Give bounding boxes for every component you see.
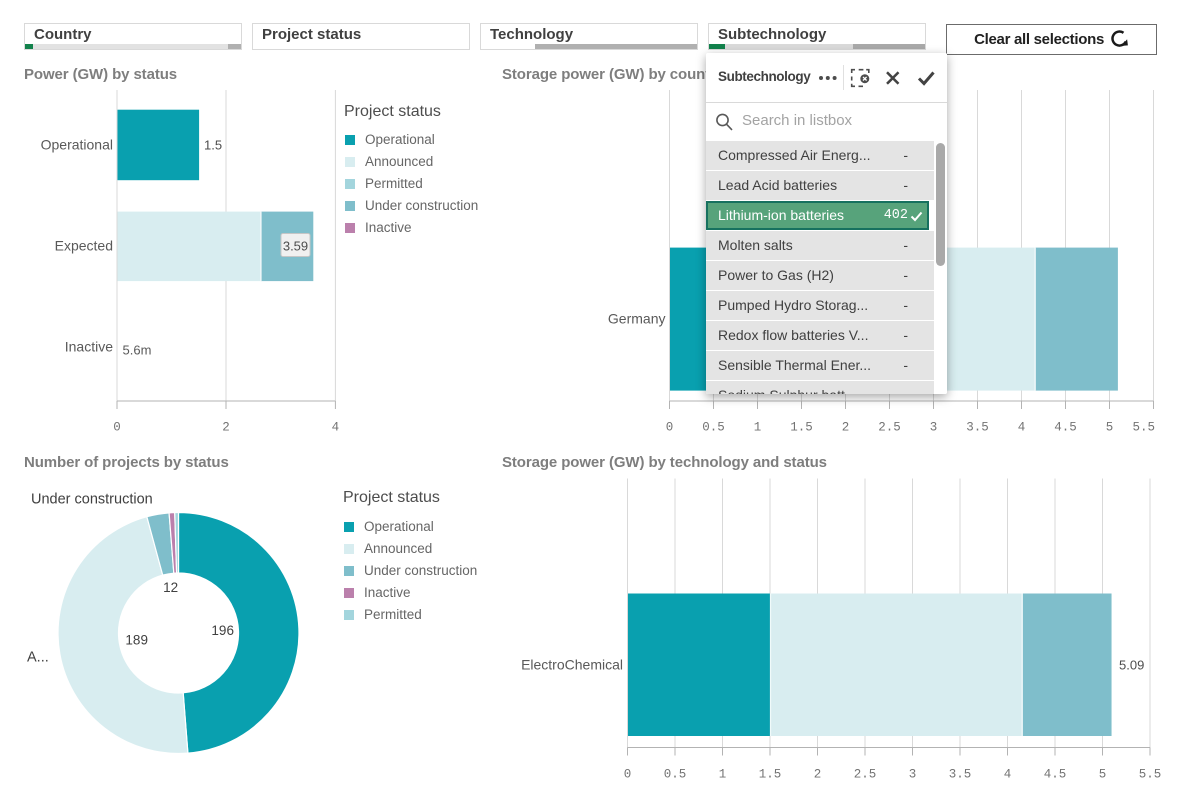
svg-text:1: 1 [754, 421, 762, 435]
svg-text:5.09: 5.09 [1119, 657, 1144, 672]
svg-text:3.59: 3.59 [283, 239, 308, 254]
svg-text:1.5: 1.5 [759, 768, 782, 782]
svg-text:12: 12 [163, 580, 178, 595]
svg-text:Under construction: Under construction [31, 492, 153, 508]
svg-text:0.5: 0.5 [664, 768, 687, 782]
svg-text:2: 2 [842, 421, 850, 435]
svg-text:2.5: 2.5 [854, 768, 877, 782]
svg-text:ElectroChemical: ElectroChemical [521, 656, 623, 672]
svg-text:3: 3 [909, 768, 917, 782]
svg-text:5.6m: 5.6m [123, 343, 152, 358]
svg-text:189: 189 [125, 633, 148, 648]
svg-text:Germany: Germany [608, 311, 666, 327]
svg-text:4: 4 [1018, 421, 1026, 435]
svg-text:1.5: 1.5 [204, 138, 222, 153]
svg-text:0: 0 [666, 421, 674, 435]
svg-text:1.5: 1.5 [790, 421, 813, 435]
svg-text:3.5: 3.5 [949, 768, 972, 782]
svg-text:3: 3 [930, 421, 938, 435]
svg-text:A...: A... [27, 650, 49, 666]
svg-text:2: 2 [222, 421, 230, 435]
svg-text:4: 4 [332, 421, 340, 435]
svg-text:5.5: 5.5 [1132, 421, 1155, 435]
svg-text:1: 1 [719, 768, 727, 782]
svg-text:4: 4 [1004, 768, 1012, 782]
svg-text:Operational: Operational [41, 137, 113, 153]
svg-text:0: 0 [113, 421, 121, 435]
svg-text:5: 5 [1106, 421, 1114, 435]
svg-text:196: 196 [211, 623, 234, 638]
svg-text:2.5: 2.5 [878, 421, 901, 435]
svg-text:5.5: 5.5 [1139, 768, 1162, 782]
svg-text:Expected: Expected [55, 238, 113, 254]
svg-text:3.5: 3.5 [966, 421, 989, 435]
svg-text:0: 0 [624, 768, 632, 782]
svg-text:2: 2 [814, 768, 822, 782]
svg-text:Inactive: Inactive [65, 339, 113, 355]
svg-text:0.5: 0.5 [702, 421, 725, 435]
svg-text:4.5: 4.5 [1044, 768, 1067, 782]
svg-text:4.5: 4.5 [1054, 421, 1077, 435]
svg-text:5: 5 [1099, 768, 1107, 782]
